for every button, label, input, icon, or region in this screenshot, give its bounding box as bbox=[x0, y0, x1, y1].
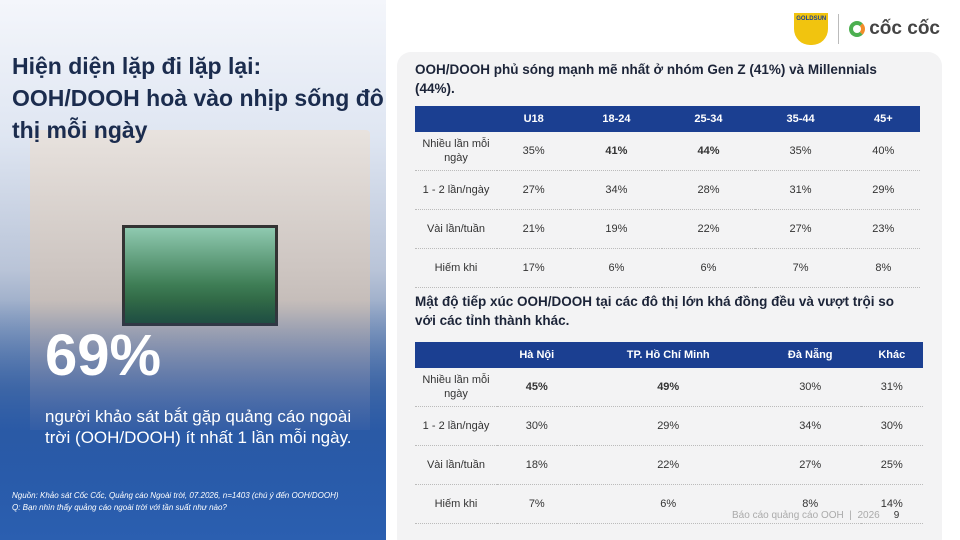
coccoc-logo: cốc cốc bbox=[849, 18, 940, 40]
cell: 27% bbox=[754, 209, 847, 249]
row-label: Hiếm khi bbox=[415, 484, 497, 524]
row: 1 - 2 lần/ngày 27% 34% 28% 31% 29% bbox=[415, 170, 920, 210]
row-label: Vài lần/tuần bbox=[415, 445, 497, 485]
header-cell: Khác bbox=[860, 342, 923, 368]
header-cell: 45+ bbox=[846, 106, 920, 132]
logos: GOLDSUN cốc cốc bbox=[794, 12, 940, 46]
photo-panel bbox=[0, 0, 386, 540]
stat-description: người khảo sát bắt gặp quảng cáo ngoài t… bbox=[45, 407, 352, 447]
header-cell: Hà Nội bbox=[497, 342, 577, 368]
cell: 6% bbox=[662, 248, 755, 288]
cell: 23% bbox=[846, 209, 920, 249]
cell: 31% bbox=[860, 368, 923, 407]
source-line: Nguồn: Khảo sát Cốc Cốc, Quảng cáo Ngoài… bbox=[12, 491, 339, 500]
cell: 41% bbox=[570, 132, 663, 171]
stat: 69% bbox=[45, 323, 162, 388]
row-label: Nhiều lần mỗi ngày bbox=[415, 368, 497, 407]
cell: 7% bbox=[497, 484, 577, 524]
cell: 44% bbox=[662, 132, 755, 171]
cell: 27% bbox=[497, 170, 571, 210]
row-label: Nhiều lần mỗi ngày bbox=[415, 132, 497, 171]
cell: 34% bbox=[570, 170, 663, 210]
row-label: Vài lần/tuần bbox=[415, 209, 497, 249]
cell: 22% bbox=[576, 445, 760, 485]
cell: 35% bbox=[754, 132, 847, 171]
row: 1 - 2 lần/ngày 30% 29% 34% 30% bbox=[415, 406, 923, 446]
cell: 49% bbox=[576, 368, 760, 407]
row: Hiếm khi 7% 6% 8% 14% bbox=[415, 484, 923, 524]
header-cell: Đà Nẵng bbox=[759, 342, 861, 368]
table: Hà Nội TP. Hồ Chí Minh Đà Nẵng Khác Nhiều lầ… bbox=[415, 342, 923, 524]
table: U18 18-24 25-34 35-44 45+ Nhiều lần mỗi ngày 3… bbox=[415, 106, 920, 288]
row-label: 1 - 2 lần/ngày bbox=[415, 170, 497, 210]
row-label: 1 - 2 lần/ngày bbox=[415, 406, 497, 446]
cell: 35% bbox=[497, 132, 571, 171]
cell: 28% bbox=[662, 170, 755, 210]
source-line: Q: Bạn nhìn thấy quảng cáo ngoài trời vớ… bbox=[12, 503, 227, 512]
header-row: Hà Nội TP. Hồ Chí Minh Đà Nẵng Khác bbox=[415, 342, 923, 368]
header-cell: 35-44 bbox=[754, 106, 847, 132]
row: Nhiều lần mỗi ngày 45% 49% 30% 31% bbox=[415, 368, 923, 407]
cell: 29% bbox=[576, 406, 760, 446]
cell: 25% bbox=[860, 445, 923, 485]
cell: 8% bbox=[759, 484, 861, 524]
cell: 31% bbox=[754, 170, 847, 210]
source: Nguồn: Khảo sát Cốc Cốc, Quảng cáo Ngoài… bbox=[12, 490, 382, 514]
cell: 30% bbox=[860, 406, 923, 446]
cell: 29% bbox=[846, 170, 920, 210]
goldsun-logo: GOLDSUN bbox=[794, 13, 829, 45]
cell: 18% bbox=[497, 445, 577, 485]
overlay bbox=[0, 300, 386, 540]
cell: 6% bbox=[576, 484, 760, 524]
header-cell: TP. Hồ Chí Minh bbox=[576, 342, 760, 368]
row: Hiếm khi 17% 6% 6% 7% 8% bbox=[415, 248, 920, 288]
coccoc-text: cốc cốc bbox=[869, 18, 940, 39]
header-cell: 25-34 bbox=[662, 106, 755, 132]
row: Nhiều lần mỗi ngày 35% 41% 44% 35% 40% bbox=[415, 132, 920, 171]
row-label: Hiếm khi bbox=[415, 248, 497, 288]
header-cell: U18 bbox=[497, 106, 571, 132]
header-cell bbox=[415, 342, 497, 368]
row: Vài lần/tuần 21% 19% 22% 27% 23% bbox=[415, 209, 920, 249]
cell: 21% bbox=[497, 209, 571, 249]
slide-title: Hiện diện lặp đi lặp lại: OOH/DOOH hoà v… bbox=[12, 53, 384, 143]
cell: 19% bbox=[570, 209, 663, 249]
cell: 8% bbox=[846, 248, 920, 288]
cell: 34% bbox=[759, 406, 861, 446]
cell: 40% bbox=[846, 132, 920, 171]
cell: 30% bbox=[759, 368, 861, 407]
row: Vài lần/tuần 18% 22% 27% 25% bbox=[415, 445, 923, 485]
cell: 14% bbox=[860, 484, 923, 524]
table-title: Mật độ tiếp xúc OOH/DOOH tại các đô thị … bbox=[415, 294, 895, 328]
cell: 7% bbox=[754, 248, 847, 288]
cell: 30% bbox=[497, 406, 577, 446]
cell: 6% bbox=[570, 248, 663, 288]
header-cell bbox=[415, 106, 497, 132]
header-row: U18 18-24 25-34 35-44 45+ bbox=[415, 106, 920, 132]
cell: 17% bbox=[497, 248, 571, 288]
table-title: OOH/DOOH phủ sóng mạnh mẽ nhất ở nhóm Ge… bbox=[415, 62, 877, 96]
cell: 27% bbox=[759, 445, 861, 485]
cell: 45% bbox=[497, 368, 577, 407]
cell: 22% bbox=[662, 209, 755, 249]
header-cell: 18-24 bbox=[570, 106, 663, 132]
separator bbox=[838, 14, 840, 44]
